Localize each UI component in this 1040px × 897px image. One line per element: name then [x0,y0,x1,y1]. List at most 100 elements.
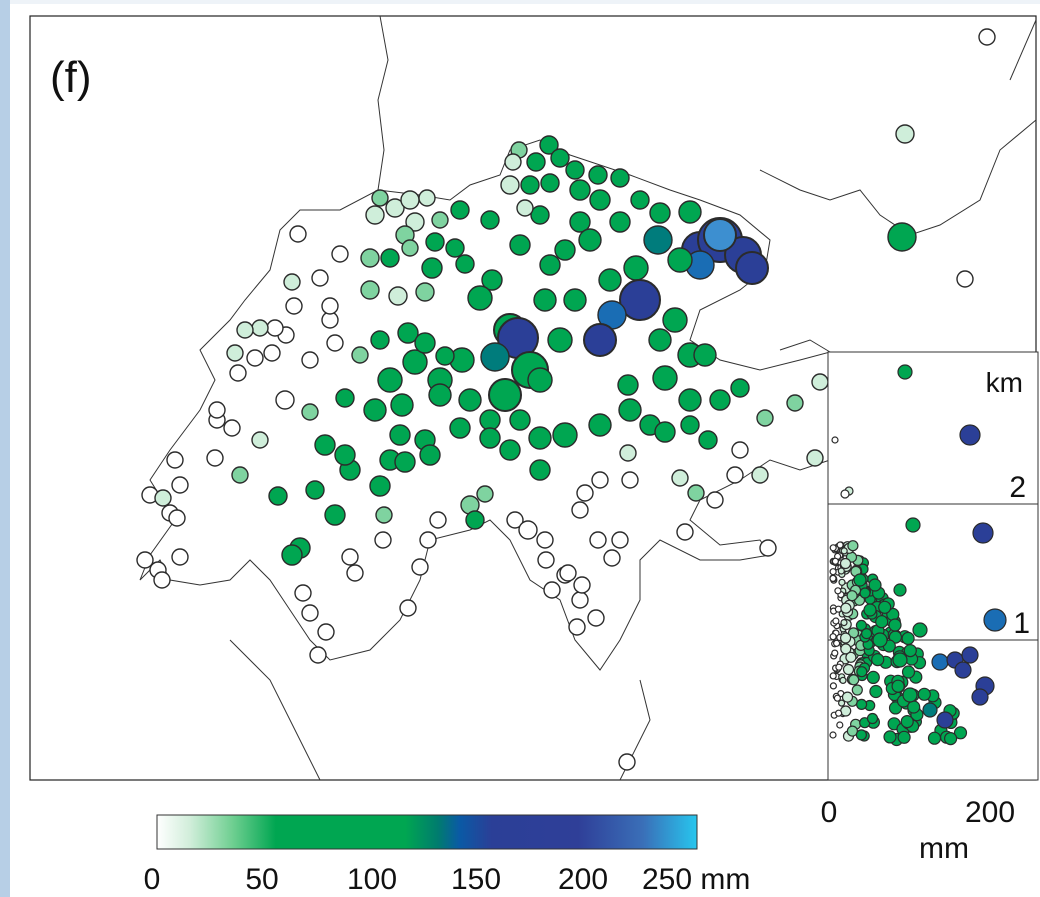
colorbar-tick-100: 100 [347,863,397,896]
station-marker [887,222,917,252]
inset-point [834,587,842,595]
inset-point [971,688,989,706]
station-marker [305,480,325,500]
inset-point [836,541,844,549]
border-liechtenstein [779,339,831,353]
inset-point [832,639,841,647]
border-germany-france [377,16,389,191]
inset-point [872,632,888,648]
panel-label: (f) [50,53,92,102]
station-marker [621,471,639,489]
inset-point [831,649,839,657]
station-marker [649,202,671,224]
station-marker [693,343,717,367]
station-marker [504,153,522,171]
inset-point [848,674,860,686]
inset-point [868,578,882,592]
station-marker [565,160,585,180]
station-marker [370,330,390,350]
inset-point [855,729,868,741]
station-marker [709,389,731,411]
station-marker [208,401,226,419]
station-marker [268,486,288,506]
colorbar-tick-250: 250 mm [642,863,750,896]
inset-point [839,676,847,685]
station-marker [281,544,303,566]
station-marker [311,269,329,287]
station-marker [419,531,437,549]
station-marker [726,466,744,484]
inset-point [833,694,842,702]
station-marker [171,476,189,494]
station-marker [317,623,335,641]
station-marker [751,466,769,484]
station-marker [226,344,244,362]
station-marker [374,531,392,549]
inset-xtick-200: 200 [965,796,1015,829]
station-marker [756,409,774,427]
station-marker [360,248,380,268]
inset-point [954,661,972,679]
inset-point [927,731,942,745]
inset-point [897,730,911,744]
station-marker [895,124,915,144]
station-marker [479,427,501,449]
station-marker [136,551,154,569]
station-marker [680,415,700,435]
station-marker [324,504,346,526]
station-marker [648,328,672,352]
station-marker [251,319,269,337]
station-marker [435,346,455,366]
station-marker [266,319,284,337]
station-marker [467,285,493,311]
inset-point [829,568,837,576]
colorbar-bar [156,814,698,850]
inset-point [907,700,921,714]
station-marker [351,346,369,364]
station-marker [509,234,531,256]
station-marker [488,378,522,412]
inset-xunit-label: mm [919,832,969,865]
station-marker [506,511,524,529]
station-marker [418,189,436,207]
station-marker [480,210,500,230]
station-marker [251,431,269,449]
colorbar-tick-50: 50 [245,863,278,896]
inset-point [922,702,938,718]
station-marker [609,211,631,233]
inset-point [829,544,837,552]
station-marker [619,279,661,321]
station-marker [731,441,749,459]
inset-point [943,731,958,746]
station-marker [735,251,769,285]
station-marker [662,307,688,333]
inset-point [846,590,858,602]
station-marker [450,200,470,220]
inset-point [878,600,892,614]
station-marker [589,189,611,211]
station-marker [171,548,189,566]
station-marker [499,439,521,461]
station-marker [369,475,391,497]
station-marker [569,211,591,233]
station-marker [568,618,586,636]
station-marker [335,388,355,408]
inset-point [953,726,968,740]
inset-km-label: km [986,367,1023,398]
station-marker [429,511,447,529]
station-marker [618,753,636,771]
inset-point [901,631,915,646]
station-marker [671,469,689,487]
station-marker [536,531,554,549]
inset-point [832,617,840,625]
station-marker [518,520,538,540]
inset-point [917,687,931,701]
inset-point [972,522,994,544]
inset-point [959,424,981,446]
station-marker [334,444,356,466]
station-marker [231,466,249,484]
station-marker [591,471,609,489]
station-marker [578,228,602,252]
station-marker [431,211,449,229]
station-marker [630,190,650,210]
